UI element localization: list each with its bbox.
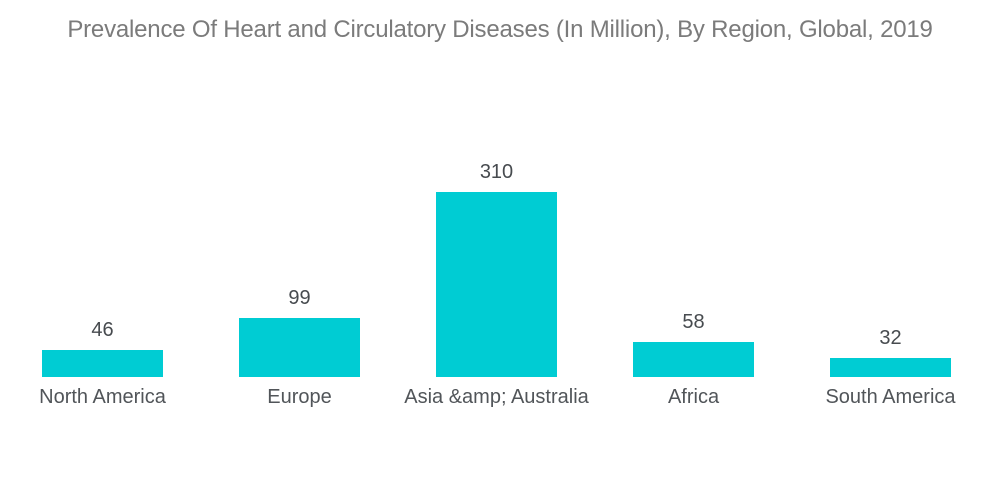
bar-value-label: 46 [91,319,114,341]
chart-title: Prevalence Of Heart and Circulatory Dise… [67,16,933,43]
bar-category-label: Asia &amp; Australia [404,386,589,408]
bar-value-label: 310 [479,161,514,183]
chart-column: 46 North America [4,0,201,408]
chart-column: 58 Africa [595,0,792,408]
bar [42,350,163,377]
bar [633,342,754,377]
bar-chart: 46 North America 99 Europe 310 Asia &amp; Aus… [4,0,989,408]
bar-category-label: Africa [667,386,720,408]
chart-column: 32 South America [792,0,989,408]
chart-column: 310 Asia &amp; Australia [398,0,595,408]
bar [436,192,557,377]
chart-column: 99 Europe [201,0,398,408]
bar [239,318,360,377]
bar-category-label: Europe [267,386,332,408]
bar [830,358,951,377]
bar-value-label: 99 [288,287,311,309]
bar-value-label: 32 [879,327,902,349]
bar-category-label: North America [39,386,166,408]
bar-value-label: 58 [682,311,705,333]
bar-category-label: South America [825,386,956,408]
